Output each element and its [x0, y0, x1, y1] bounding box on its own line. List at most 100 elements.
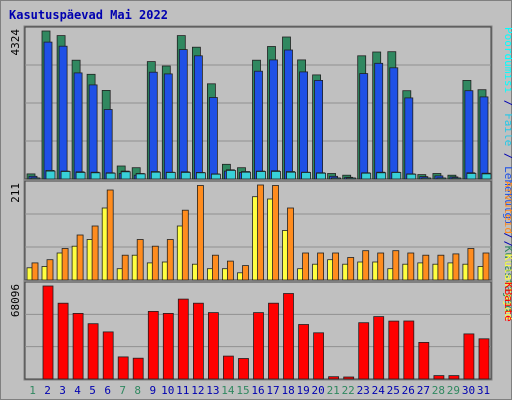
bar-middle-arvuteid-day-24 [377, 252, 385, 281]
bar-top-leheklgi-day-10 [163, 73, 173, 180]
x-tick-day-10: 10 [161, 384, 174, 397]
bar-top-prdumisi-day-17 [271, 171, 281, 180]
bar-top-prdumisi-day-1 [30, 177, 41, 180]
x-tick-day-6: 6 [104, 384, 111, 397]
x-tick-day-16: 16 [251, 384, 264, 397]
bar-middle-arvuteid-day-22 [347, 257, 355, 281]
bar-middle-arvuteid-day-14 [226, 260, 234, 281]
bar-top-leheklgi-day-25 [389, 67, 399, 180]
x-tick-day-14: 14 [221, 384, 235, 397]
bar-top-prdumisi-day-13 [210, 173, 221, 180]
bar-top-prdumisi-day-14 [225, 169, 236, 180]
bar-top-prdumisi-day-25 [391, 172, 402, 180]
x-tick-day-27: 27 [417, 384, 430, 397]
bar-middle-arvuteid-day-28 [437, 254, 445, 281]
bar-bottom-kbaite-day-22 [343, 376, 355, 380]
bar-top-prdumisi-day-21 [331, 177, 342, 180]
bar-top-leheklgi-day-26 [404, 97, 414, 180]
x-tick-day-25: 25 [387, 384, 400, 397]
bar-bottom-kbaite-day-20 [313, 332, 325, 380]
bar-bottom-kbaite-day-5 [87, 323, 99, 380]
bar-top-prdumisi-day-20 [316, 172, 327, 180]
bar-top-leheklgi-day-19 [299, 71, 309, 180]
right-legend-middle: Arvuteid / Külastajad [502, 181, 512, 320]
x-tick-day-31: 31 [477, 384, 490, 397]
bar-bottom-kbaite-day-24 [373, 316, 385, 380]
bar-middle-arvuteid-day-13 [211, 254, 219, 281]
bar-top-prdumisi-day-9 [150, 171, 161, 180]
bar-bottom-kbaite-day-31 [478, 338, 490, 380]
bar-top-leheklgi-day-2 [43, 41, 53, 180]
bar-middle-arvuteid-day-15 [242, 265, 249, 281]
x-tick-day-13: 13 [206, 384, 219, 397]
bar-top-leheklgi-day-6 [103, 109, 113, 180]
bar-top-prdumisi-day-8 [135, 173, 146, 180]
bar-middle-arvuteid-day-1 [31, 262, 39, 281]
bar-top-prdumisi-day-3 [60, 171, 71, 180]
right-legend-top: Pöördumisi / Faile / Lehekülgi / Külasta… [502, 27, 512, 312]
bar-top-prdumisi-day-30 [466, 173, 477, 180]
bar-top-leheklgi-day-3 [58, 45, 68, 180]
x-tick-day-1: 1 [29, 384, 36, 397]
bar-top-prdumisi-day-16 [256, 171, 266, 180]
x-tick-day-23: 23 [357, 384, 370, 397]
x-tick-day-28: 28 [432, 384, 445, 397]
chart-title: Kasutuspäevad Mai 2022 [9, 8, 168, 22]
panel-top-ymax-label: 4324 [9, 29, 22, 56]
bar-bottom-kbaite-day-3 [57, 302, 69, 380]
x-tick-day-30: 30 [462, 384, 475, 397]
x-tick-day-21: 21 [327, 384, 340, 397]
x-tick-day-20: 20 [311, 384, 324, 397]
x-tick-day-24: 24 [372, 384, 386, 397]
bar-bottom-kbaite-day-21 [328, 376, 340, 380]
bar-bottom-kbaite-day-14 [222, 355, 234, 380]
bar-middle-arvuteid-day-19 [302, 252, 310, 281]
bar-top-leheklgi-day-16 [254, 70, 263, 180]
right-legend-top-part-3: / [502, 146, 512, 166]
bar-top-prdumisi-day-12 [195, 172, 206, 180]
bar-top-prdumisi-day-11 [180, 172, 191, 180]
x-tick-day-7: 7 [119, 384, 126, 397]
bar-bottom-kbaite-day-26 [403, 320, 415, 380]
bar-top-prdumisi-day-29 [451, 177, 462, 180]
bar-bottom-kbaite-day-6 [102, 331, 114, 380]
x-tick-day-18: 18 [281, 384, 294, 397]
right-legend-middle-part-2: Külastajad [502, 254, 512, 320]
x-tick-day-22: 22 [342, 384, 355, 397]
bar-top-leheklgi-day-9 [148, 71, 158, 180]
bar-bottom-kbaite-day-28 [433, 375, 445, 380]
right-legend-middle-part-0: Arvuteid [502, 181, 512, 234]
bar-middle-arvuteid-day-30 [467, 248, 475, 281]
x-tick-day-4: 4 [74, 384, 81, 397]
x-tick-day-12: 12 [191, 384, 204, 397]
bar-middle-arvuteid-day-8 [136, 239, 144, 281]
bar-top-leheklgi-day-31 [479, 96, 489, 180]
bar-middle-arvuteid-day-3 [61, 248, 69, 281]
bar-middle-arvuteid-day-10 [166, 239, 174, 281]
bar-bottom-kbaite-day-12 [192, 302, 204, 380]
bar-bottom-kbaite-day-9 [147, 310, 159, 380]
right-legend-top-part-1: / [502, 93, 512, 113]
bar-bottom-kbaite-day-7 [117, 356, 129, 380]
bar-middle-arvuteid-day-29 [452, 253, 460, 281]
x-tick-day-11: 11 [176, 384, 189, 397]
x-tick-day-3: 3 [59, 384, 66, 397]
bar-middle-arvuteid-day-20 [317, 252, 325, 281]
bar-middle-arvuteid-day-21 [332, 252, 340, 281]
plot-border [23, 25, 493, 381]
right-legend-top-part-0: Pöördumisi [502, 27, 512, 93]
bar-bottom-kbaite-day-11 [177, 298, 189, 380]
bar-top-leheklgi-day-4 [73, 72, 83, 180]
x-tick-day-2: 2 [44, 384, 51, 397]
bar-top-leheklgi-day-17 [269, 59, 278, 180]
bar-middle-arvuteid-day-25 [392, 250, 400, 281]
bar-middle-arvuteid-day-27 [422, 254, 430, 281]
bar-middle-arvuteid-day-6 [106, 189, 114, 281]
bar-bottom-kbaite-day-8 [132, 357, 144, 380]
bar-middle-arvuteid-day-17 [272, 185, 279, 281]
bar-middle-arvuteid-day-23 [362, 250, 370, 281]
bar-top-prdumisi-day-5 [90, 172, 101, 180]
bar-bottom-kbaite-day-23 [358, 322, 370, 380]
x-tick-day-26: 26 [402, 384, 415, 397]
